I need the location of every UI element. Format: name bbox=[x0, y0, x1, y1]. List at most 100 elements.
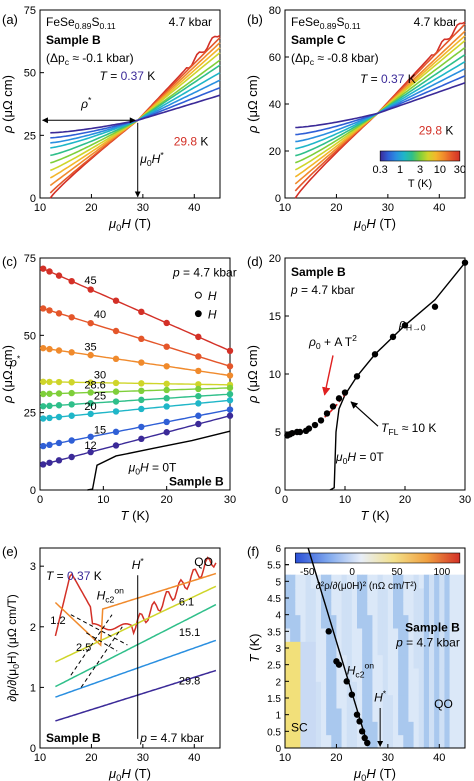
field-label: 28.6 bbox=[84, 380, 105, 392]
compound-label-part: 0.11 bbox=[345, 21, 361, 31]
pressure-label-part: p bbox=[172, 266, 180, 280]
data-point bbox=[55, 413, 63, 421]
heatmap-cell bbox=[300, 694, 307, 709]
compound-label: FeSe0.89S0.11 bbox=[291, 15, 361, 31]
sample-label: Sample B bbox=[46, 33, 101, 47]
heatmap-cell bbox=[326, 614, 332, 629]
colorbar-tick: -50 bbox=[300, 567, 315, 578]
heatmap-cell bbox=[449, 734, 456, 749]
heatmap-cell bbox=[315, 681, 322, 696]
x-axis-label-part: μ bbox=[353, 766, 361, 781]
heatmap-cell bbox=[295, 614, 301, 629]
heatmap-cell bbox=[336, 681, 343, 696]
heatmap-cell bbox=[331, 708, 337, 722]
heatmap-cell bbox=[377, 614, 384, 629]
heatmap-cell bbox=[377, 694, 384, 709]
heatmap-cell bbox=[321, 574, 327, 589]
data-point bbox=[87, 379, 94, 386]
heatmap-cell bbox=[310, 734, 317, 749]
dpc-label-part: c bbox=[310, 57, 315, 67]
zero-field-label-part: 0 bbox=[135, 466, 140, 476]
heatmap-cell bbox=[423, 721, 430, 736]
heatmap-cell bbox=[429, 654, 435, 669]
field-label: 40 bbox=[94, 309, 106, 321]
heatmap-cell bbox=[377, 628, 384, 642]
legend-filled-label: H bbox=[208, 307, 217, 321]
y-tick-label: 40 bbox=[269, 99, 281, 111]
fit-label-part: + A T bbox=[321, 335, 353, 349]
data-point bbox=[138, 335, 145, 343]
sample-label: Sample B bbox=[405, 620, 460, 634]
x-tick-label: 20 bbox=[330, 752, 342, 764]
heatmap-cell bbox=[439, 641, 445, 656]
heatmap-cell bbox=[434, 614, 440, 629]
heatmap-cell bbox=[429, 734, 435, 749]
y-tick-label: 0 bbox=[275, 744, 281, 755]
heatmap-cell bbox=[413, 601, 420, 616]
heatmap-cell bbox=[290, 654, 296, 669]
heatmap-cell bbox=[285, 734, 291, 749]
heatmap-cell bbox=[362, 654, 368, 669]
y-axis-label: ∂ρ/∂(μ0H) (μΩ cm/T) bbox=[5, 594, 21, 702]
heatmap-cell bbox=[305, 681, 312, 696]
heatmap-cell bbox=[413, 628, 420, 642]
heatmap-cell bbox=[341, 654, 348, 669]
heatmap-cell bbox=[439, 668, 445, 682]
plot-frame bbox=[39, 547, 221, 749]
h-star-label-part: * bbox=[140, 556, 144, 566]
heatmap-cell bbox=[372, 654, 379, 669]
heatmap-cell bbox=[290, 574, 296, 589]
x-tick-label: 40 bbox=[433, 752, 445, 764]
heatmap-cell bbox=[423, 708, 430, 722]
heatmap-cell bbox=[387, 694, 394, 709]
data-point bbox=[46, 378, 53, 386]
temp-high-label-part: 29.8 bbox=[174, 134, 198, 148]
heatmap-cell bbox=[423, 614, 430, 629]
plot-frame bbox=[39, 9, 221, 199]
heatmap-cell bbox=[418, 654, 425, 669]
dpc-label: (Δpc ≈ -0.1 kbar) bbox=[46, 51, 134, 67]
data-point bbox=[87, 286, 94, 293]
heatmap-cell bbox=[398, 601, 404, 616]
heatmap-cell bbox=[423, 574, 430, 589]
heatmap-cell bbox=[434, 681, 440, 696]
heatmap-cell bbox=[331, 614, 337, 629]
heatmap-cell bbox=[408, 574, 415, 589]
heatmap-cell bbox=[423, 694, 430, 709]
tfl-label: TFL ≈ 10 K bbox=[381, 421, 436, 437]
heatmap-cell bbox=[382, 721, 389, 736]
heatmap-cell bbox=[459, 668, 466, 682]
heatmap-cell bbox=[300, 721, 307, 736]
heatmap-cell bbox=[315, 601, 322, 616]
heatmap-cell bbox=[387, 734, 394, 749]
x-tick-label: 20 bbox=[330, 202, 342, 214]
heatmap-cell bbox=[351, 588, 358, 602]
colorbar-tick: 3 bbox=[417, 164, 423, 176]
heatmap-cell bbox=[393, 721, 399, 736]
heatmap-cell bbox=[429, 708, 435, 722]
heatmap-cell bbox=[290, 721, 296, 736]
heatmap-cell bbox=[336, 614, 343, 629]
temp-low-label-part: 0.37 bbox=[121, 69, 145, 83]
heatmap-cell bbox=[341, 708, 348, 722]
heatmap-cell bbox=[413, 694, 420, 709]
pressure-label: p = 4.7 kbar bbox=[139, 731, 204, 745]
series-line-T29.8 bbox=[50, 94, 221, 134]
heatmap-cell bbox=[459, 574, 466, 589]
fit-label-part: 2 bbox=[352, 333, 357, 343]
heatmap-cell bbox=[398, 614, 404, 629]
heatmap-cell bbox=[321, 614, 327, 629]
temperature-colorbar bbox=[379, 150, 461, 162]
x-axis-label: T (K) bbox=[121, 508, 150, 523]
data-point bbox=[163, 363, 170, 370]
heatmap-cell bbox=[362, 574, 368, 589]
heatmap-cell bbox=[398, 668, 404, 682]
heatmap-cell bbox=[403, 708, 409, 722]
heatmap-cell bbox=[305, 614, 312, 629]
pressure-label-part: p bbox=[290, 283, 298, 297]
heatmap-cell bbox=[372, 614, 379, 629]
field-label: 45 bbox=[84, 275, 96, 287]
heatmap-cell bbox=[423, 668, 430, 682]
